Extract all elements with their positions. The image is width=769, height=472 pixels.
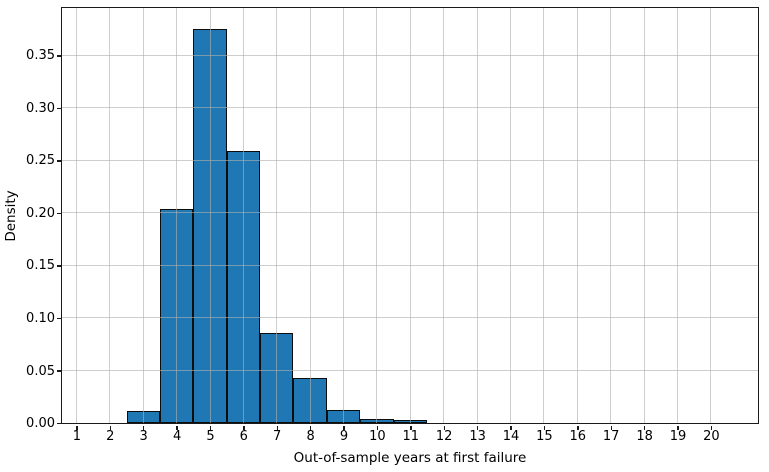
x-tick-label: 2: [106, 429, 115, 444]
x-axis-label: Out-of-sample years at first failure: [293, 450, 527, 466]
horizontal-gridline: [62, 264, 758, 266]
y-tick-mark: [57, 422, 61, 425]
y-tick-label: 0.10: [26, 310, 55, 326]
vertical-gridline: [343, 8, 344, 423]
x-tick-mark: [309, 425, 312, 430]
x-tick-mark: [376, 425, 379, 430]
x-tick-label: 10: [369, 429, 386, 444]
x-tick-label: 9: [339, 429, 349, 444]
x-tick-mark: [677, 425, 679, 430]
x-tick-label: 7: [273, 429, 282, 444]
x-tick-label: 5: [206, 429, 215, 444]
x-tick-mark: [109, 425, 111, 430]
x-tick-label: 20: [703, 429, 720, 444]
grid-layer: [62, 8, 758, 423]
x-tick-label: 18: [636, 429, 653, 444]
y-tick-label: 0.15: [26, 258, 55, 274]
y-tick-label: 0.25: [26, 153, 55, 169]
x-tick-mark: [209, 425, 212, 430]
x-tick-mark: [243, 425, 245, 430]
vertical-gridline: [309, 8, 311, 423]
x-tick-label: 3: [139, 429, 148, 444]
x-tick-label: 8: [306, 429, 315, 444]
horizontal-gridline: [62, 159, 758, 161]
y-tick-mark: [57, 55, 61, 57]
horizontal-gridline: [62, 212, 758, 214]
x-tick-label: 6: [239, 429, 248, 444]
vertical-gridline: [109, 8, 111, 423]
x-tick-mark: [176, 425, 178, 430]
vertical-gridline: [510, 8, 511, 423]
vertical-gridline: [476, 8, 478, 423]
x-tick-label: 12: [435, 429, 453, 444]
x-tick-mark: [610, 425, 612, 430]
y-tick-mark: [57, 265, 61, 267]
x-tick-mark: [543, 425, 546, 430]
x-tick-label: 17: [602, 429, 620, 444]
vertical-gridline: [677, 8, 678, 423]
vertical-gridline: [710, 8, 712, 423]
y-tick-label: 0.30: [26, 100, 55, 116]
x-tick-label: 14: [502, 429, 520, 444]
x-tick-label: 1: [72, 429, 82, 444]
vertical-gridline: [276, 8, 278, 423]
y-tick-mark: [57, 107, 61, 110]
x-tick-mark: [142, 425, 145, 430]
vertical-gridline: [443, 8, 445, 423]
y-tick-label: 0.20: [26, 205, 55, 221]
vertical-gridline: [543, 8, 545, 423]
x-tick-mark: [476, 425, 479, 430]
vertical-gridline: [376, 8, 378, 423]
y-tick-label: 0.35: [26, 48, 55, 64]
y-tick-label: 0.05: [26, 363, 55, 379]
x-tick-label: 4: [172, 429, 182, 444]
x-tick-mark: [443, 425, 445, 430]
vertical-gridline: [643, 8, 645, 423]
vertical-gridline: [209, 8, 211, 423]
y-tick-mark: [57, 317, 61, 320]
x-tick-label: 16: [569, 429, 587, 444]
vertical-gridline: [610, 8, 612, 423]
vertical-gridline: [242, 8, 244, 423]
plot-area: [61, 7, 759, 424]
x-tick-mark: [710, 425, 713, 430]
vertical-gridline: [409, 8, 411, 423]
x-tick-mark: [343, 425, 345, 430]
y-tick-mark: [57, 370, 61, 372]
horizontal-gridline: [62, 107, 758, 109]
x-tick-label: 15: [536, 429, 553, 444]
x-tick-mark: [410, 425, 412, 430]
x-tick-mark: [76, 425, 78, 430]
horizontal-gridline: [62, 54, 758, 56]
y-tick-mark: [57, 160, 61, 162]
x-tick-label: 11: [402, 429, 420, 444]
vertical-gridline: [176, 8, 178, 423]
x-tick-mark: [643, 425, 646, 430]
horizontal-gridline: [62, 317, 758, 319]
x-tick-label: 19: [669, 429, 687, 444]
vertical-gridline: [576, 8, 578, 423]
vertical-gridline: [142, 8, 144, 423]
vertical-gridline: [75, 8, 77, 423]
x-tick-mark: [577, 425, 579, 430]
y-tick-label: 0.00: [26, 416, 55, 431]
x-tick-mark: [510, 425, 512, 430]
x-tick-mark: [276, 425, 278, 430]
horizontal-gridline: [62, 370, 758, 371]
x-tick-label: 13: [469, 429, 486, 444]
y-tick-mark: [57, 212, 61, 215]
